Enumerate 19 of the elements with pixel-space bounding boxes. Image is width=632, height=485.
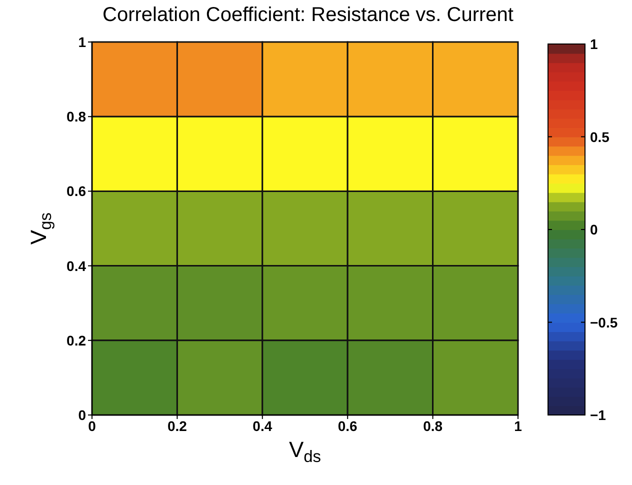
x-tick-label: 0.8 xyxy=(423,418,443,434)
color-bar-label: 1 xyxy=(590,36,598,52)
x-tick-label: 0.4 xyxy=(252,418,272,434)
y-tick-label: 0 xyxy=(78,406,86,423)
y-tick-label: 0.4 xyxy=(66,258,86,274)
x-tick-label: 0.2 xyxy=(167,418,188,434)
x-tick-label: 0.6 xyxy=(338,418,358,434)
x-axis-title: V$_{ds}$ xyxy=(288,437,322,466)
chart-title: Correlation Coefficient: Resistance vs. Current xyxy=(102,4,514,27)
color-bar-label: 0.5 xyxy=(590,128,610,145)
x-tick-label: 0 xyxy=(88,418,96,434)
x-tick-label: 1 xyxy=(514,418,522,434)
y-tick-label: 1 xyxy=(78,34,86,50)
color-bar-label: −1 xyxy=(590,407,606,423)
y-tick-label: 0.6 xyxy=(66,183,86,200)
y-tick-label: 0.2 xyxy=(66,332,86,348)
y-tick-label: 0.8 xyxy=(66,108,86,125)
color-bar-label: −0.5 xyxy=(590,314,618,330)
color-bar-label: 0 xyxy=(590,222,598,238)
